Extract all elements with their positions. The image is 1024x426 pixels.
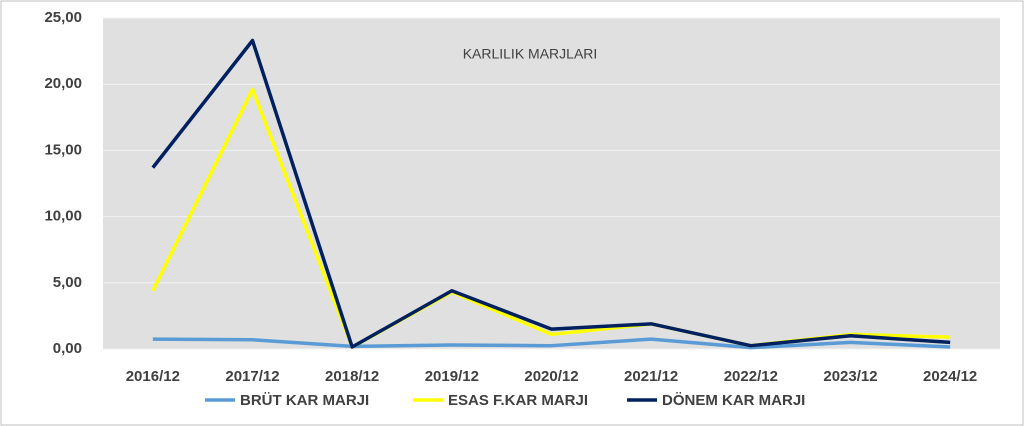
legend-label: DÖNEM KAR MARJI <box>662 392 805 409</box>
line <box>151 38 951 349</box>
x-tick-label: 2018/12 <box>325 368 379 385</box>
plot-area <box>103 18 1000 349</box>
x-tick-label: 2023/12 <box>823 368 877 385</box>
y-tick-label: 0,00 <box>53 340 82 357</box>
y-tick-label: 20,00 <box>44 75 82 92</box>
x-tick-label: 2024/12 <box>923 368 977 385</box>
chart-title: KARLILIK MARJLARI <box>463 46 598 62</box>
x-tick-label: 2021/12 <box>624 368 678 385</box>
y-tick-label: 5,00 <box>53 274 82 291</box>
x-tick-label: 2020/12 <box>524 368 578 385</box>
x-tick-label: 2019/12 <box>425 368 479 385</box>
x-tick-label: 2016/12 <box>126 368 180 385</box>
y-tick-label: 10,00 <box>44 208 82 225</box>
legend-label: ESAS F.KAR MARJI <box>448 392 588 409</box>
line <box>152 337 951 350</box>
y-tick-label: 15,00 <box>44 141 82 158</box>
x-tick-label: 2017/12 <box>225 368 279 385</box>
y-tick-label: 25,00 <box>44 9 82 26</box>
x-tick-label: 2022/12 <box>724 368 778 385</box>
legend-label: BRÜT KAR MARJI <box>240 392 369 409</box>
